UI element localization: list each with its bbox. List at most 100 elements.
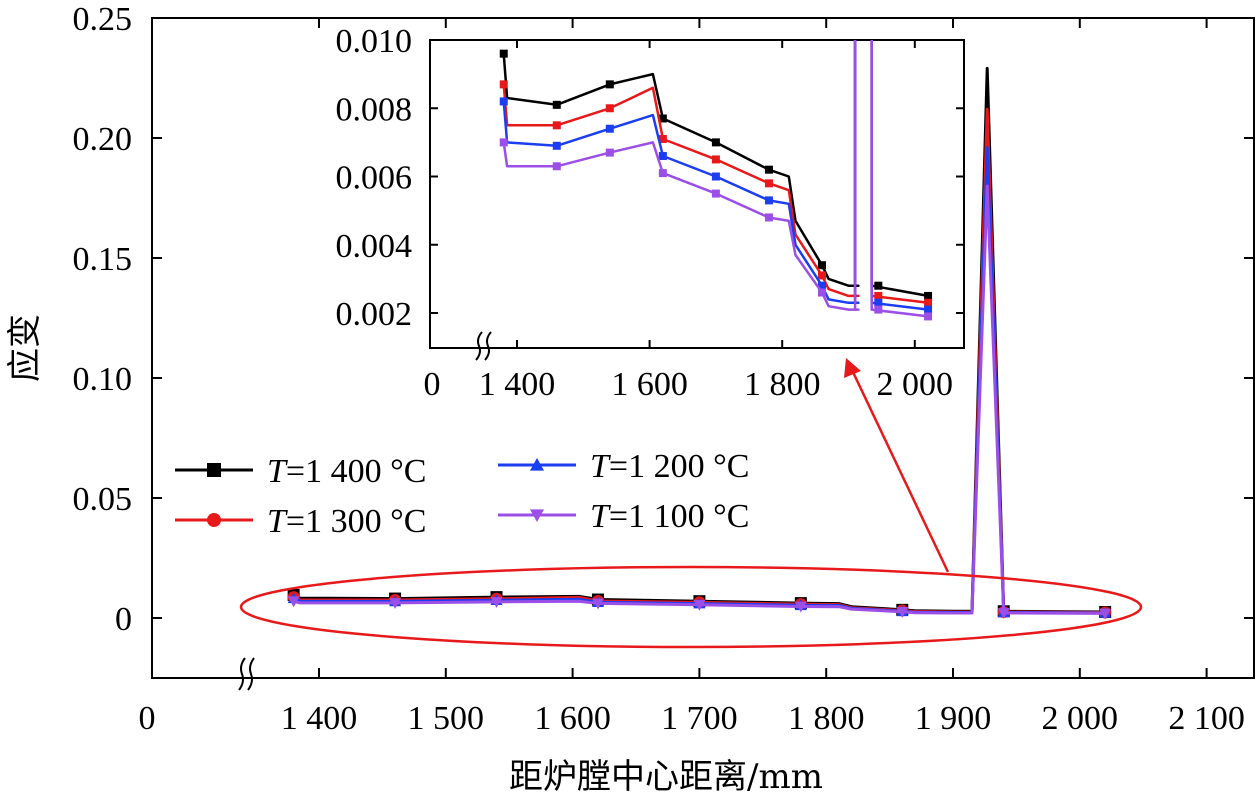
main-plot: 0 1 400 1 500 1 600 1 700 1 800 1 900 2 000 2 10… bbox=[5, 1, 1255, 797]
data-point bbox=[490, 597, 503, 608]
legend: T=1 400 °C T=1 300 °C T=1 200 °C T=1 100 °C bbox=[175, 448, 749, 540]
y-tick-label: 0 bbox=[115, 601, 132, 638]
inset-axis-break bbox=[475, 331, 483, 361]
inset-data-point bbox=[499, 138, 508, 147]
inset-x-tick-label: 1 400 bbox=[479, 366, 556, 403]
inset-data-point bbox=[605, 124, 614, 133]
inset-y-tick-label: 0.006 bbox=[336, 160, 413, 197]
data-point bbox=[591, 598, 604, 610]
inset-data-point bbox=[817, 271, 826, 280]
legend-label: T=1 300 °C bbox=[267, 503, 426, 540]
x-tick-label: 1 700 bbox=[661, 700, 738, 737]
inset-data-point bbox=[658, 134, 667, 143]
inset-data-point bbox=[764, 213, 773, 222]
inset-data-point bbox=[874, 281, 883, 290]
legend-item-2: T=1 200 °C bbox=[498, 448, 749, 485]
inset-data-point bbox=[817, 288, 826, 297]
legend-item-3: T=1 100 °C bbox=[498, 498, 749, 535]
data-point bbox=[287, 596, 300, 608]
legend-marker bbox=[530, 509, 544, 522]
legend-item-1: T=1 300 °C bbox=[175, 503, 426, 540]
y-tick-label: 0.05 bbox=[73, 481, 133, 518]
legend-marker bbox=[530, 458, 544, 471]
legend-label: T=1 200 °C bbox=[590, 448, 749, 485]
inset-data-point bbox=[499, 49, 508, 58]
x-axis-break bbox=[238, 657, 246, 691]
inset-data-point bbox=[874, 291, 883, 300]
legend-marker bbox=[207, 513, 221, 527]
inset-data-point bbox=[874, 298, 883, 307]
inset-data-point bbox=[924, 298, 933, 307]
inset-data-point bbox=[764, 196, 773, 205]
inset-data-point bbox=[605, 80, 614, 89]
inset-series-line bbox=[502, 40, 860, 287]
inset-frame bbox=[429, 39, 965, 349]
inset-data-point bbox=[817, 261, 826, 270]
y-tick-label: 0.20 bbox=[73, 121, 133, 158]
inset-x-tick-label: 2 000 bbox=[877, 366, 954, 403]
x-tick-label: 1 500 bbox=[408, 700, 485, 737]
y-axis-title: 应变 bbox=[5, 314, 45, 382]
data-point bbox=[1099, 608, 1112, 620]
inset-series-line bbox=[502, 40, 860, 311]
series-line bbox=[293, 184, 1106, 615]
inset-data-point bbox=[605, 104, 614, 113]
inset-series-line bbox=[502, 40, 860, 305]
legend-label: T=1 400 °C bbox=[267, 453, 426, 490]
inset-data-point bbox=[658, 152, 667, 161]
y-tick-label: 0.10 bbox=[73, 361, 133, 398]
zoom-arrow-head bbox=[844, 358, 861, 378]
inset-data-point bbox=[711, 172, 720, 181]
inset-data-point bbox=[552, 141, 561, 150]
inset-data-point bbox=[711, 155, 720, 164]
highlight-ellipse bbox=[239, 565, 1143, 649]
inset-x-tick-label: 1 800 bbox=[744, 366, 821, 403]
data-point bbox=[896, 606, 909, 618]
data-point bbox=[389, 598, 402, 609]
y-tick-label: 0.25 bbox=[73, 1, 133, 38]
inset-data-point bbox=[552, 162, 561, 171]
inset-data-point bbox=[764, 179, 773, 188]
inset-y-tick-label: 0.004 bbox=[336, 228, 413, 265]
main-frame bbox=[151, 17, 1255, 679]
inset-y-tick-label: 0.002 bbox=[336, 296, 413, 333]
inset-data-point bbox=[552, 100, 561, 109]
inset-plot: 0 1 400 1 600 1 800 2 000 0.002 0.004 0.006 0.00… bbox=[336, 23, 965, 403]
zoom-arrow-line bbox=[850, 369, 950, 573]
legend-label: T=1 100 °C bbox=[590, 498, 749, 535]
data-point bbox=[693, 600, 706, 611]
inset-data-point bbox=[874, 305, 883, 314]
series-3 bbox=[287, 184, 1112, 620]
y-tick-label: 0.15 bbox=[73, 241, 133, 278]
legend-marker bbox=[207, 463, 221, 477]
inset-data-point bbox=[817, 281, 826, 290]
inset-series-3 bbox=[499, 40, 933, 321]
inset-y-tick-label: 0.010 bbox=[336, 23, 413, 60]
inset-data-point bbox=[552, 121, 561, 130]
x-tick-label: 1 900 bbox=[915, 700, 992, 737]
inset-data-point bbox=[711, 189, 720, 198]
inset-series-line bbox=[502, 40, 860, 298]
legend-item-0: T=1 400 °C bbox=[175, 453, 426, 490]
inset-axis-break bbox=[484, 331, 492, 361]
inset-data-point bbox=[924, 291, 933, 300]
x-tick-label: 1 800 bbox=[788, 700, 865, 737]
data-point bbox=[794, 601, 807, 613]
inset-data-point bbox=[499, 80, 508, 89]
inset-data-point bbox=[924, 305, 933, 314]
inset-data-point bbox=[924, 312, 933, 321]
data-point bbox=[997, 608, 1010, 619]
inset-x-tick-label: 1 600 bbox=[611, 366, 688, 403]
x-tick-label: 2 100 bbox=[1168, 700, 1245, 737]
inset-data-point bbox=[658, 114, 667, 123]
inset-y-tick-label: 0.008 bbox=[336, 91, 413, 128]
inset-series-line bbox=[870, 40, 929, 318]
x-tick-label: 1 600 bbox=[534, 700, 611, 737]
inset-data-point bbox=[764, 165, 773, 174]
x-axis-break bbox=[247, 657, 255, 691]
inset-x-tick-label: 0 bbox=[424, 366, 441, 403]
inset-data-point bbox=[658, 169, 667, 178]
inset-data-point bbox=[711, 138, 720, 147]
